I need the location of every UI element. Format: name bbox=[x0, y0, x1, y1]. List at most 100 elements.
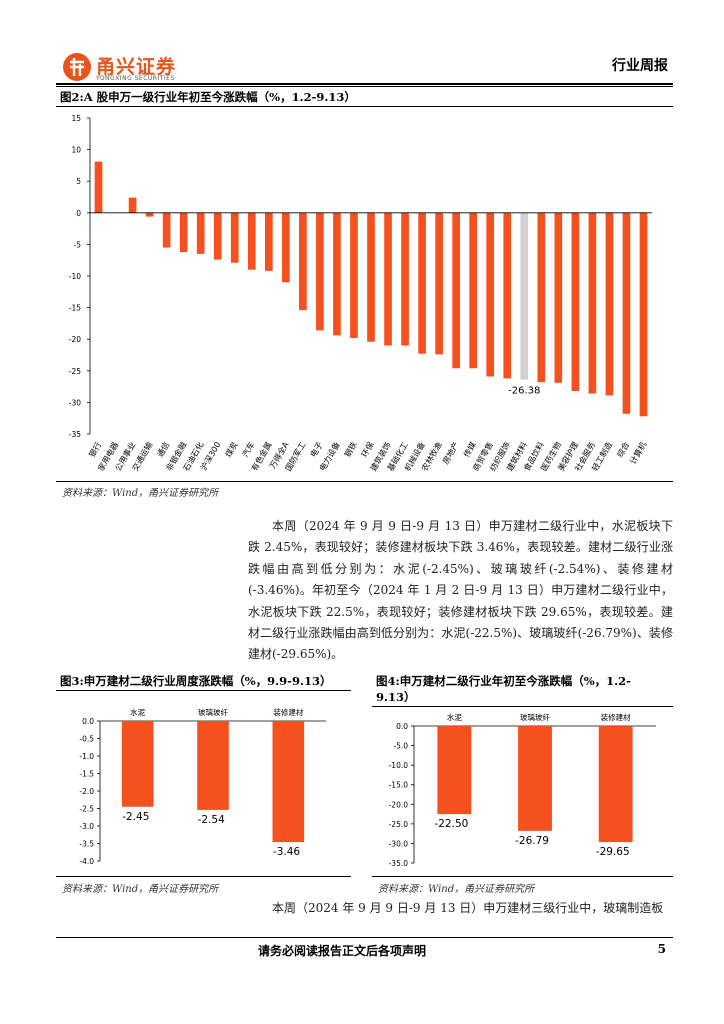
bar bbox=[282, 212, 290, 283]
figure4-source: 资料来源：Wind，甬兴证券研究所 bbox=[378, 884, 535, 895]
bar bbox=[350, 212, 358, 338]
y-tick-label: -20 bbox=[69, 335, 81, 344]
bar bbox=[197, 721, 229, 810]
category-label: 水泥 bbox=[130, 707, 145, 717]
category-label: 装修建材 bbox=[601, 712, 631, 722]
category-label: 玻璃玻纤 bbox=[198, 707, 228, 717]
figure4-title-line2: 9.13） bbox=[376, 690, 416, 704]
y-tick-label: -35 bbox=[69, 430, 81, 439]
y-tick-label: 5 bbox=[76, 177, 81, 186]
category-label: 通信 bbox=[155, 440, 172, 459]
y-tick-label: 0.0 bbox=[82, 717, 94, 726]
report-type: 行业周报 bbox=[612, 58, 668, 74]
bar bbox=[179, 212, 188, 252]
y-tick-label: -0.5 bbox=[79, 735, 94, 744]
bar bbox=[571, 212, 580, 392]
analysis-text: 本周（2024 年 9 月 9 日-9 月 13 日）申万建材二级行业中，水泥板… bbox=[248, 519, 673, 662]
page-number: 5 bbox=[657, 942, 666, 956]
brand-name: 甬兴证券 bbox=[96, 56, 177, 78]
bar bbox=[639, 212, 648, 417]
category-label: 玻璃玻纤 bbox=[520, 712, 550, 722]
y-tick-label: -1.0 bbox=[79, 752, 94, 761]
footer-rule bbox=[56, 937, 673, 938]
data-label: -26.79 bbox=[515, 835, 549, 847]
figure2-top-rule bbox=[56, 106, 673, 108]
category-label: 计算机 bbox=[628, 440, 649, 466]
bar bbox=[452, 212, 460, 369]
data-label: -22.50 bbox=[434, 818, 468, 830]
figure4-top-rule bbox=[372, 706, 673, 708]
category-label: 环保 bbox=[359, 440, 376, 459]
y-tick-label: -20.0 bbox=[389, 800, 409, 809]
figure4-bottom-rule bbox=[372, 876, 673, 877]
category-label: 传媒 bbox=[461, 440, 478, 459]
y-tick-label: -15 bbox=[69, 304, 81, 313]
data-label: -2.54 bbox=[198, 814, 225, 826]
bar bbox=[333, 212, 341, 336]
data-label: -2.45 bbox=[122, 811, 149, 823]
figure3-bottom-rule bbox=[56, 876, 351, 877]
bar bbox=[554, 212, 563, 383]
bar bbox=[537, 212, 546, 383]
category-label: 水泥 bbox=[447, 712, 462, 722]
bar bbox=[272, 721, 305, 843]
figure4-chart: 0.0 -5.0 -10.0 -15.0 -20.0 -25.0 -30.0 -35.0 水泥 -… bbox=[372, 707, 672, 877]
bar bbox=[418, 212, 426, 354]
bar bbox=[196, 212, 205, 254]
bar bbox=[121, 721, 154, 807]
bar bbox=[503, 212, 512, 379]
brand-logo bbox=[62, 52, 92, 82]
bar bbox=[213, 212, 222, 260]
y-tick-label: -35.0 bbox=[389, 859, 409, 868]
logo-icon bbox=[63, 53, 91, 81]
continuation-text: 本周（2024 年 9 月 9 日-9 月 13 日）申万建材三级行业中，玻璃制… bbox=[272, 901, 664, 915]
bar bbox=[437, 726, 472, 815]
y-tick-label: -1.5 bbox=[79, 770, 94, 779]
bar bbox=[247, 212, 256, 270]
category-label: 汽车 bbox=[240, 440, 257, 459]
bar bbox=[145, 212, 154, 217]
y-tick-label: -5.0 bbox=[393, 742, 408, 751]
bar bbox=[598, 726, 633, 843]
data-label: -29.65 bbox=[596, 846, 630, 858]
category-label: 钢铁 bbox=[342, 440, 359, 459]
y-tick-label: -15.0 bbox=[389, 781, 409, 790]
bar bbox=[162, 212, 171, 248]
category-label: 煤炭 bbox=[223, 440, 240, 459]
y-tick-label: -30 bbox=[69, 398, 81, 407]
y-tick-label: -3.5 bbox=[79, 840, 94, 849]
bar bbox=[230, 212, 239, 263]
bar bbox=[588, 212, 597, 394]
y-tick-label: -30.0 bbox=[389, 839, 409, 848]
y-tick-label: -4.0 bbox=[79, 857, 94, 866]
y-tick-label: -2.5 bbox=[79, 805, 94, 814]
category-label: 综合 bbox=[615, 440, 632, 459]
figure2-source: 资料来源：Wind，甬兴证券研究所 bbox=[62, 488, 219, 499]
bar bbox=[367, 212, 375, 342]
y-tick-label: -10 bbox=[69, 272, 81, 281]
figure3-chart: 0.0 -0.5 -1.0 -1.5 -2.0 -2.5 -3.0 -3.5 -4.0 水泥 -2.… bbox=[56, 697, 356, 877]
continuation-paragraph: 本周（2024 年 9 月 9 日-9 月 13 日）申万建材三级行业中，玻璃制… bbox=[248, 898, 673, 919]
y-tick-label: -2.0 bbox=[79, 787, 94, 796]
category-label: 银行 bbox=[87, 440, 104, 459]
bar bbox=[605, 212, 614, 396]
y-tick-label: 0 bbox=[76, 209, 81, 218]
footer-disclaimer: 请务必阅读报告正文后各项声明 bbox=[258, 944, 427, 958]
bar bbox=[94, 161, 103, 213]
y-tick-label: -5 bbox=[74, 240, 82, 249]
category-label: 装修建材 bbox=[273, 707, 303, 717]
figure4-svg: 0.0 -5.0 -10.0 -15.0 -20.0 -25.0 -30.0 -35.0 水泥 -… bbox=[389, 712, 656, 868]
data-label: -3.46 bbox=[273, 846, 300, 858]
figure3-source: 资料来源：Wind，甬兴证券研究所 bbox=[62, 884, 219, 895]
bar bbox=[435, 212, 443, 355]
bar bbox=[128, 197, 137, 213]
bar bbox=[264, 212, 273, 271]
figure2-chart: 15 10 5 0 -5 -10 -15 -20 -25 -30 -35 银行 家用电器 公用事业 交通运输… bbox=[56, 108, 673, 480]
y-tick-label: -25 bbox=[69, 367, 81, 376]
header-rule bbox=[56, 83, 673, 85]
figure2-title: 图2:A 股申万一级行业年初至今涨跌幅（%，1.2-9.13） bbox=[60, 90, 356, 104]
bar bbox=[384, 212, 392, 346]
category-label: 房地产 bbox=[440, 440, 461, 466]
analysis-paragraph: 本周（2024 年 9 月 9 日-9 月 13 日）申万建材二级行业中，水泥板… bbox=[248, 516, 673, 666]
bar bbox=[518, 726, 552, 831]
